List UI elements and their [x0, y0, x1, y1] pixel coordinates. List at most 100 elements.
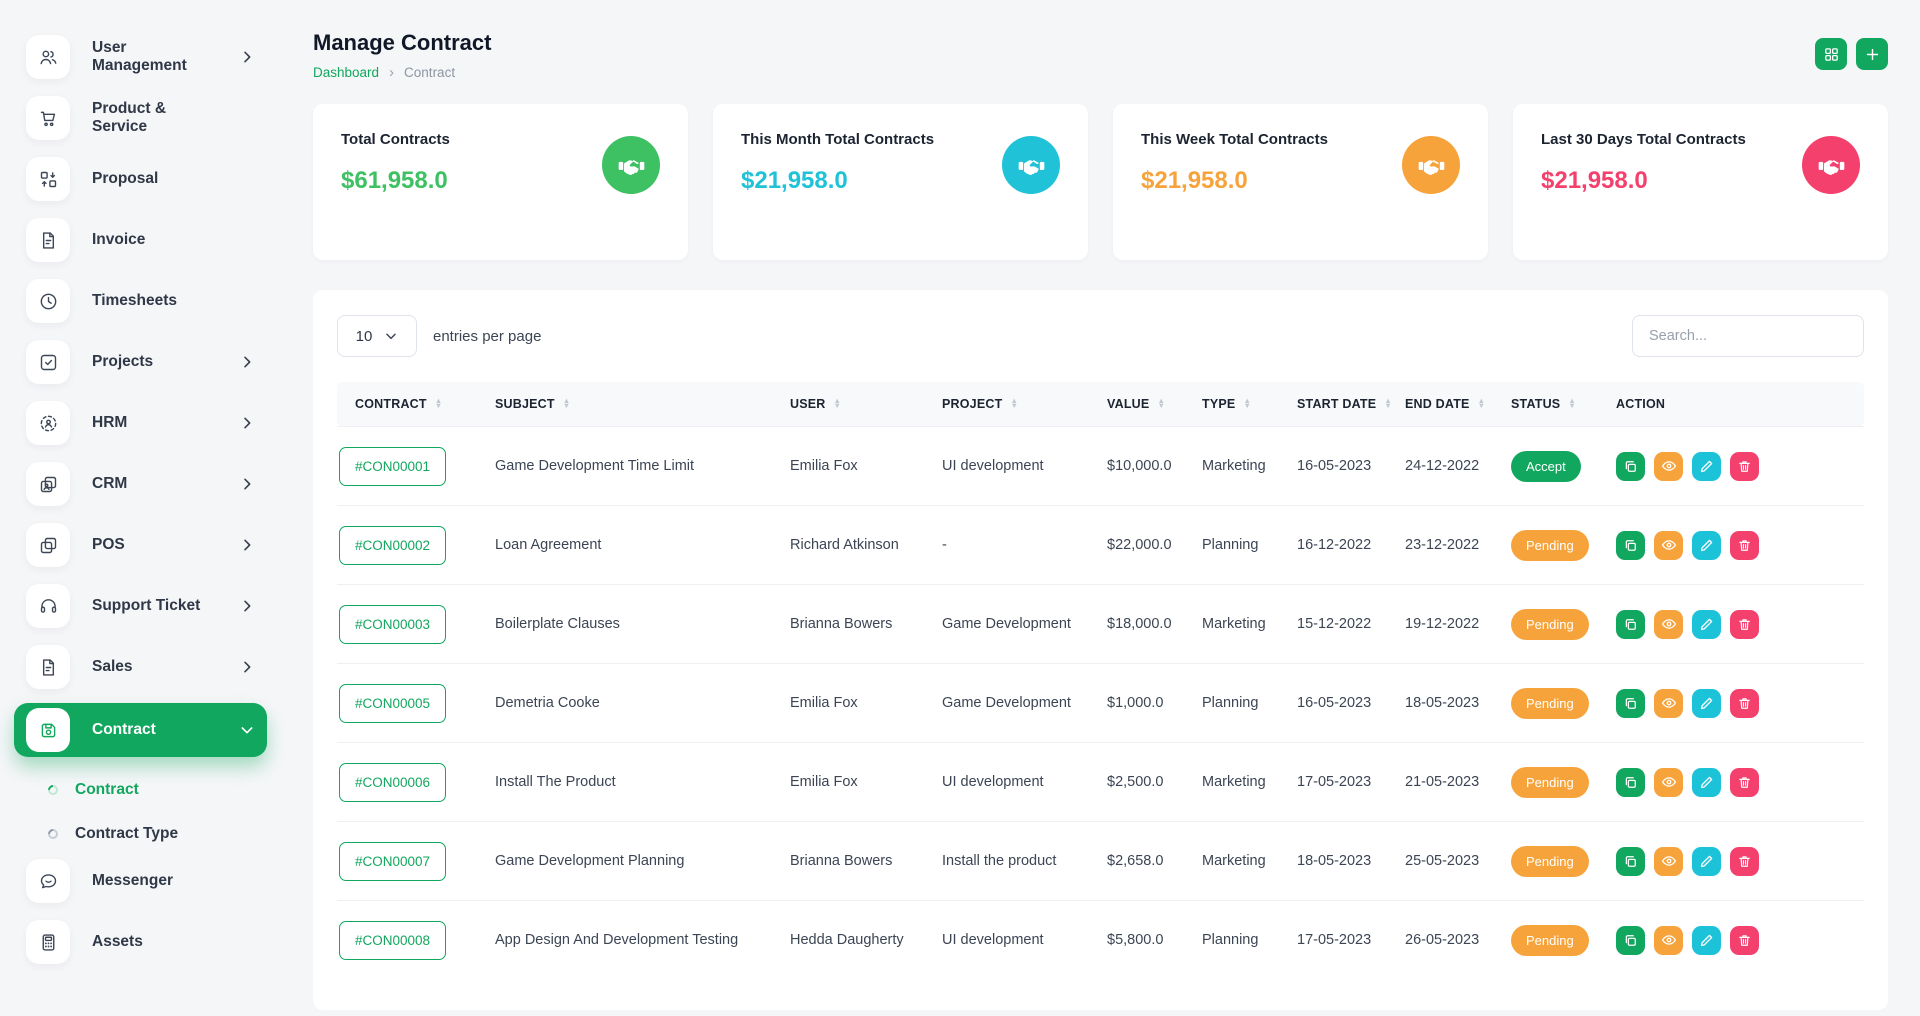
cell-start-date: 15-12-2022 [1289, 584, 1397, 664]
edit-button[interactable] [1692, 530, 1721, 560]
sidebar-item-assets[interactable]: Assets [14, 917, 267, 967]
duplicate-button[interactable] [1616, 767, 1645, 797]
grid-view-button[interactable] [1815, 38, 1847, 70]
search-input[interactable] [1632, 315, 1864, 357]
view-button[interactable] [1654, 925, 1683, 955]
duplicate-button[interactable] [1616, 530, 1645, 560]
view-button[interactable] [1654, 688, 1683, 718]
edit-button[interactable] [1692, 925, 1721, 955]
stat-card-title: Last 30 Days Total Contracts [1541, 131, 1746, 148]
sidebar-item-invoice[interactable]: Invoice [14, 215, 267, 265]
status-badge: Pending [1511, 766, 1589, 798]
sidebar-item-messenger[interactable]: Messenger [14, 856, 267, 906]
sort-arrows-icon: ▲ ▼ [1157, 396, 1166, 410]
edit-button[interactable] [1692, 688, 1721, 718]
sidebar-item-product-service[interactable]: Product & Service [14, 93, 267, 143]
row-actions [1616, 609, 1856, 639]
contract-id-pill[interactable]: #CON00001 [339, 446, 447, 486]
delete-button[interactable] [1730, 767, 1759, 797]
column-header-type[interactable]: TYPE ▲ ▼ [1194, 382, 1289, 427]
sidebar-item-user-management[interactable]: User Management [14, 32, 267, 82]
column-header-user[interactable]: USER ▲ ▼ [782, 382, 934, 427]
row-actions [1616, 925, 1856, 955]
column-header-end-date[interactable]: END DATE ▲ ▼ [1397, 382, 1503, 427]
delete-button[interactable] [1730, 925, 1759, 955]
view-button[interactable] [1654, 609, 1683, 639]
duplicate-button[interactable] [1616, 451, 1645, 481]
stat-card-value: $21,958.0 [1541, 167, 1648, 194]
cell-type: Marketing [1194, 584, 1289, 664]
edit-button[interactable] [1692, 451, 1721, 481]
entries-per-page-value: 10 [355, 327, 373, 345]
contract-id-pill[interactable]: #CON00005 [339, 683, 447, 723]
sort-arrows-icon: ▲ ▼ [1477, 396, 1486, 410]
sidebar-item-label: Projects [92, 353, 154, 370]
cell-subject: Install The Product [487, 742, 782, 822]
delete-icon [1737, 538, 1752, 553]
table-row: #CON00001 Game Development Time Limit Em… [337, 426, 1864, 506]
eye-icon [1661, 695, 1677, 711]
sidebar-item-sales[interactable]: Sales [14, 642, 267, 692]
stat-card: This Month Total Contracts $21,958.0 [713, 104, 1088, 260]
sidebar-item-label: POS [92, 536, 125, 553]
delete-button[interactable] [1730, 530, 1759, 560]
column-header-contract[interactable]: CONTRACT ▲ ▼ [337, 382, 487, 427]
add-contract-button[interactable] [1856, 38, 1888, 70]
sidebar-item-projects[interactable]: Projects [14, 337, 267, 387]
contract-id-pill[interactable]: #CON00003 [339, 604, 447, 644]
cell-user: Emilia Fox [782, 742, 934, 822]
cell-value: $22,000.0 [1099, 505, 1194, 585]
headset-icon [26, 584, 70, 628]
cell-end-date: 24-12-2022 [1397, 426, 1503, 506]
column-header-project[interactable]: PROJECT ▲ ▼ [934, 382, 1099, 427]
status-badge: Pending [1511, 529, 1589, 561]
cell-user: Richard Atkinson [782, 505, 934, 585]
column-header-subject[interactable]: SUBJECT ▲ ▼ [487, 382, 782, 427]
view-button[interactable] [1654, 530, 1683, 560]
duplicate-button[interactable] [1616, 846, 1645, 876]
view-button[interactable] [1654, 767, 1683, 797]
cell-end-date: 18-05-2023 [1397, 663, 1503, 743]
contract-id-pill[interactable]: #CON00007 [339, 841, 447, 881]
column-header-value[interactable]: VALUE ▲ ▼ [1099, 382, 1194, 427]
eye-icon [1661, 774, 1677, 790]
cell-type: Marketing [1194, 742, 1289, 822]
contract-id-pill[interactable]: #CON00006 [339, 762, 447, 802]
sidebar-sub-item-contract-type[interactable]: Contract Type [14, 812, 267, 856]
contract-id-pill[interactable]: #CON00008 [339, 920, 447, 960]
sidebar-item-proposal[interactable]: Proposal [14, 154, 267, 204]
stat-card-value: $21,958.0 [1141, 167, 1248, 194]
edit-button[interactable] [1692, 846, 1721, 876]
column-header-status[interactable]: STATUS ▲ ▼ [1503, 382, 1608, 427]
sidebar-item-support-ticket[interactable]: Support Ticket [14, 581, 267, 631]
breadcrumb-dashboard-link[interactable]: Dashboard [313, 65, 380, 80]
sidebar-item-crm[interactable]: CRM [14, 459, 267, 509]
swap-boxes-icon [26, 157, 70, 201]
delete-button[interactable] [1730, 688, 1759, 718]
view-button[interactable] [1654, 846, 1683, 876]
view-button[interactable] [1654, 451, 1683, 481]
sidebar-sub-item-contract[interactable]: Contract [14, 768, 267, 812]
column-header-start-date[interactable]: START DATE ▲ ▼ [1289, 382, 1397, 427]
cell-subject: Boilerplate Clauses [487, 584, 782, 664]
contract-id-pill[interactable]: #CON00002 [339, 525, 447, 565]
entries-per-page-select[interactable]: 10 [337, 315, 417, 357]
sort-arrows-icon: ▲ ▼ [1010, 396, 1019, 410]
delete-button[interactable] [1730, 451, 1759, 481]
sidebar-item-timesheets[interactable]: Timesheets [14, 276, 267, 326]
sidebar-item-label: Messenger [92, 872, 173, 889]
delete-button[interactable] [1730, 609, 1759, 639]
delete-button[interactable] [1730, 846, 1759, 876]
sidebar-item-hrm[interactable]: HRM [14, 398, 267, 448]
duplicate-button[interactable] [1616, 688, 1645, 718]
duplicate-button[interactable] [1616, 609, 1645, 639]
contract-save-icon [26, 708, 70, 752]
edit-button[interactable] [1692, 767, 1721, 797]
task-check-icon [26, 340, 70, 384]
sidebar-item-pos[interactable]: POS [14, 520, 267, 570]
duplicate-button[interactable] [1616, 925, 1645, 955]
cell-value: $10,000.0 [1099, 426, 1194, 506]
cell-subject: Demetria Cooke [487, 663, 782, 743]
edit-button[interactable] [1692, 609, 1721, 639]
sidebar-item-contract[interactable]: Contract [14, 703, 267, 757]
